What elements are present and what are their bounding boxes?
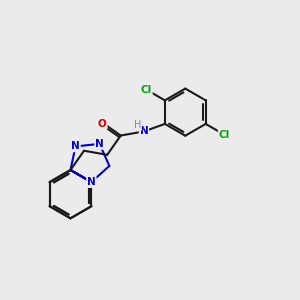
Text: N: N xyxy=(71,141,80,152)
Text: Cl: Cl xyxy=(141,85,152,94)
Text: N: N xyxy=(87,177,96,187)
Text: N: N xyxy=(95,139,104,149)
Text: H: H xyxy=(134,120,141,130)
Text: O: O xyxy=(98,119,107,129)
Text: Cl: Cl xyxy=(219,130,230,140)
Text: N: N xyxy=(140,126,148,136)
